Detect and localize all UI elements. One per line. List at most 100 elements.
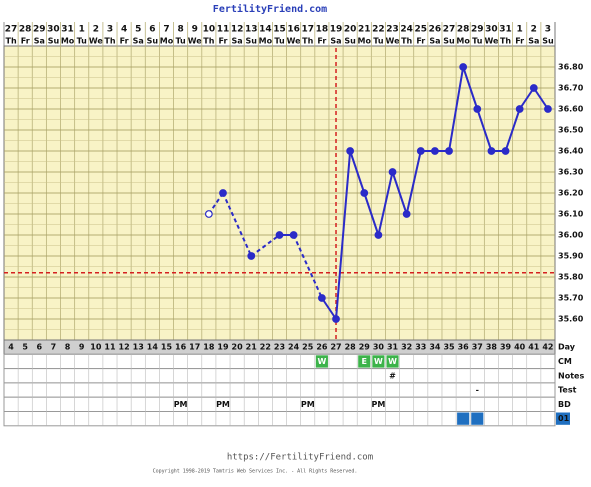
weekday-label: Fr bbox=[515, 37, 524, 46]
day-label: 16 bbox=[175, 343, 187, 352]
day-label: 4 bbox=[8, 343, 14, 352]
date-label: 30 bbox=[485, 25, 498, 35]
footer-url: https://FertilityFriend.com bbox=[227, 453, 373, 463]
day-label: 11 bbox=[104, 343, 116, 352]
weekday-label: Th bbox=[500, 37, 511, 46]
day-label: 28 bbox=[345, 343, 357, 352]
day-label: 42 bbox=[542, 343, 553, 352]
row bbox=[3, 411, 556, 427]
date-label: 4 bbox=[121, 25, 127, 35]
day-label: 35 bbox=[443, 343, 455, 352]
weekday-label: Sa bbox=[528, 37, 539, 46]
day-label: 15 bbox=[161, 343, 173, 352]
y-tick-label: 36.30 bbox=[558, 168, 584, 177]
row-label: CM bbox=[558, 357, 572, 366]
weekday-label: We bbox=[89, 37, 104, 46]
weekday-label: Su bbox=[48, 37, 60, 46]
date-label: 26 bbox=[429, 25, 442, 35]
temp-point bbox=[529, 84, 538, 92]
temp-segment bbox=[208, 192, 224, 215]
day-label: 23 bbox=[274, 343, 285, 352]
cell bbox=[457, 412, 470, 425]
temp-point bbox=[416, 147, 425, 155]
cell-text: PM bbox=[371, 400, 385, 409]
y-tick-label: 35.60 bbox=[558, 315, 584, 324]
date-label: 6 bbox=[149, 25, 155, 35]
cell bbox=[358, 355, 371, 368]
date-label: 21 bbox=[358, 25, 371, 35]
date-label: 10 bbox=[203, 25, 216, 35]
day-label: 32 bbox=[401, 343, 412, 352]
date-label: 7 bbox=[163, 25, 169, 35]
temp-point bbox=[374, 231, 383, 239]
temp-segment bbox=[321, 297, 337, 320]
row-label: Day bbox=[558, 343, 576, 352]
temp-segment bbox=[222, 192, 253, 257]
day-label: 34 bbox=[429, 343, 441, 352]
weekday-label: Th bbox=[203, 37, 214, 46]
temp-segment bbox=[292, 234, 323, 299]
weekday-label: Sa bbox=[232, 37, 243, 46]
y-tick-label: 36.00 bbox=[558, 231, 584, 240]
temp-segment bbox=[504, 108, 521, 152]
y-tick-label: 36.60 bbox=[558, 105, 584, 114]
date-label: 15 bbox=[273, 25, 286, 35]
y-tick-label: 35.80 bbox=[558, 273, 584, 282]
day-label: 38 bbox=[486, 343, 498, 352]
day-label: 10 bbox=[90, 343, 102, 352]
date-label: 2 bbox=[93, 25, 99, 35]
date-label: 5 bbox=[135, 25, 141, 35]
temp-segment bbox=[391, 171, 408, 215]
row-label: Test bbox=[558, 386, 577, 395]
day-label: 12 bbox=[119, 343, 130, 352]
weekday-label: Th bbox=[401, 37, 412, 46]
day-label: 25 bbox=[302, 343, 314, 352]
temp-point bbox=[487, 147, 496, 155]
cell-text: W bbox=[374, 357, 383, 366]
temp-point bbox=[247, 252, 256, 260]
weekday-label: Su bbox=[344, 37, 356, 46]
temp-point bbox=[431, 147, 439, 155]
temp-point bbox=[515, 105, 524, 113]
copyright: Copyright 1998-2019 Tamtris Web Services… bbox=[153, 469, 358, 475]
cell-text: PM bbox=[216, 400, 230, 409]
weekday-label: Sa bbox=[133, 37, 144, 46]
weekday-label: Th bbox=[302, 37, 313, 46]
row bbox=[3, 368, 556, 384]
weekday-label: We bbox=[287, 37, 302, 46]
weekday-label: Fr bbox=[120, 37, 129, 46]
day-label: 9 bbox=[79, 343, 85, 352]
date-label: 28 bbox=[19, 25, 32, 35]
cell-text: W bbox=[317, 357, 326, 366]
date-label: 29 bbox=[33, 25, 46, 35]
cell bbox=[386, 355, 399, 368]
weekday-label: Fr bbox=[317, 37, 326, 46]
date-label: 31 bbox=[499, 25, 512, 35]
day-label: 8 bbox=[65, 343, 71, 352]
day-label: 22 bbox=[260, 343, 271, 352]
temp-point bbox=[346, 147, 355, 155]
cell-text: E bbox=[362, 357, 367, 366]
date-label: 12 bbox=[231, 25, 244, 35]
weekday-label: Mo bbox=[160, 37, 174, 46]
day-label: 5 bbox=[22, 343, 28, 352]
date-label: 19 bbox=[330, 25, 343, 35]
chart-title: FertilityFriend.com bbox=[213, 3, 327, 15]
cell-text: PM bbox=[174, 400, 188, 409]
temp-segment bbox=[532, 87, 549, 110]
weekday-label: Fr bbox=[219, 37, 228, 46]
date-label: 25 bbox=[415, 25, 428, 35]
weekday-label: Mo bbox=[61, 37, 75, 46]
day-label: 36 bbox=[458, 343, 470, 352]
date-label: 11 bbox=[217, 25, 230, 35]
weekday-label: Mo bbox=[259, 37, 273, 46]
temp-point bbox=[445, 147, 453, 155]
day-label: 13 bbox=[133, 343, 144, 352]
row-label: 01 bbox=[558, 414, 570, 423]
weekday-label: We bbox=[188, 37, 203, 46]
date-label: 29 bbox=[471, 25, 484, 35]
date-label: 30 bbox=[47, 25, 60, 35]
weekday-label: Mo bbox=[358, 37, 372, 46]
day-label: 31 bbox=[387, 343, 399, 352]
cell bbox=[372, 355, 385, 368]
